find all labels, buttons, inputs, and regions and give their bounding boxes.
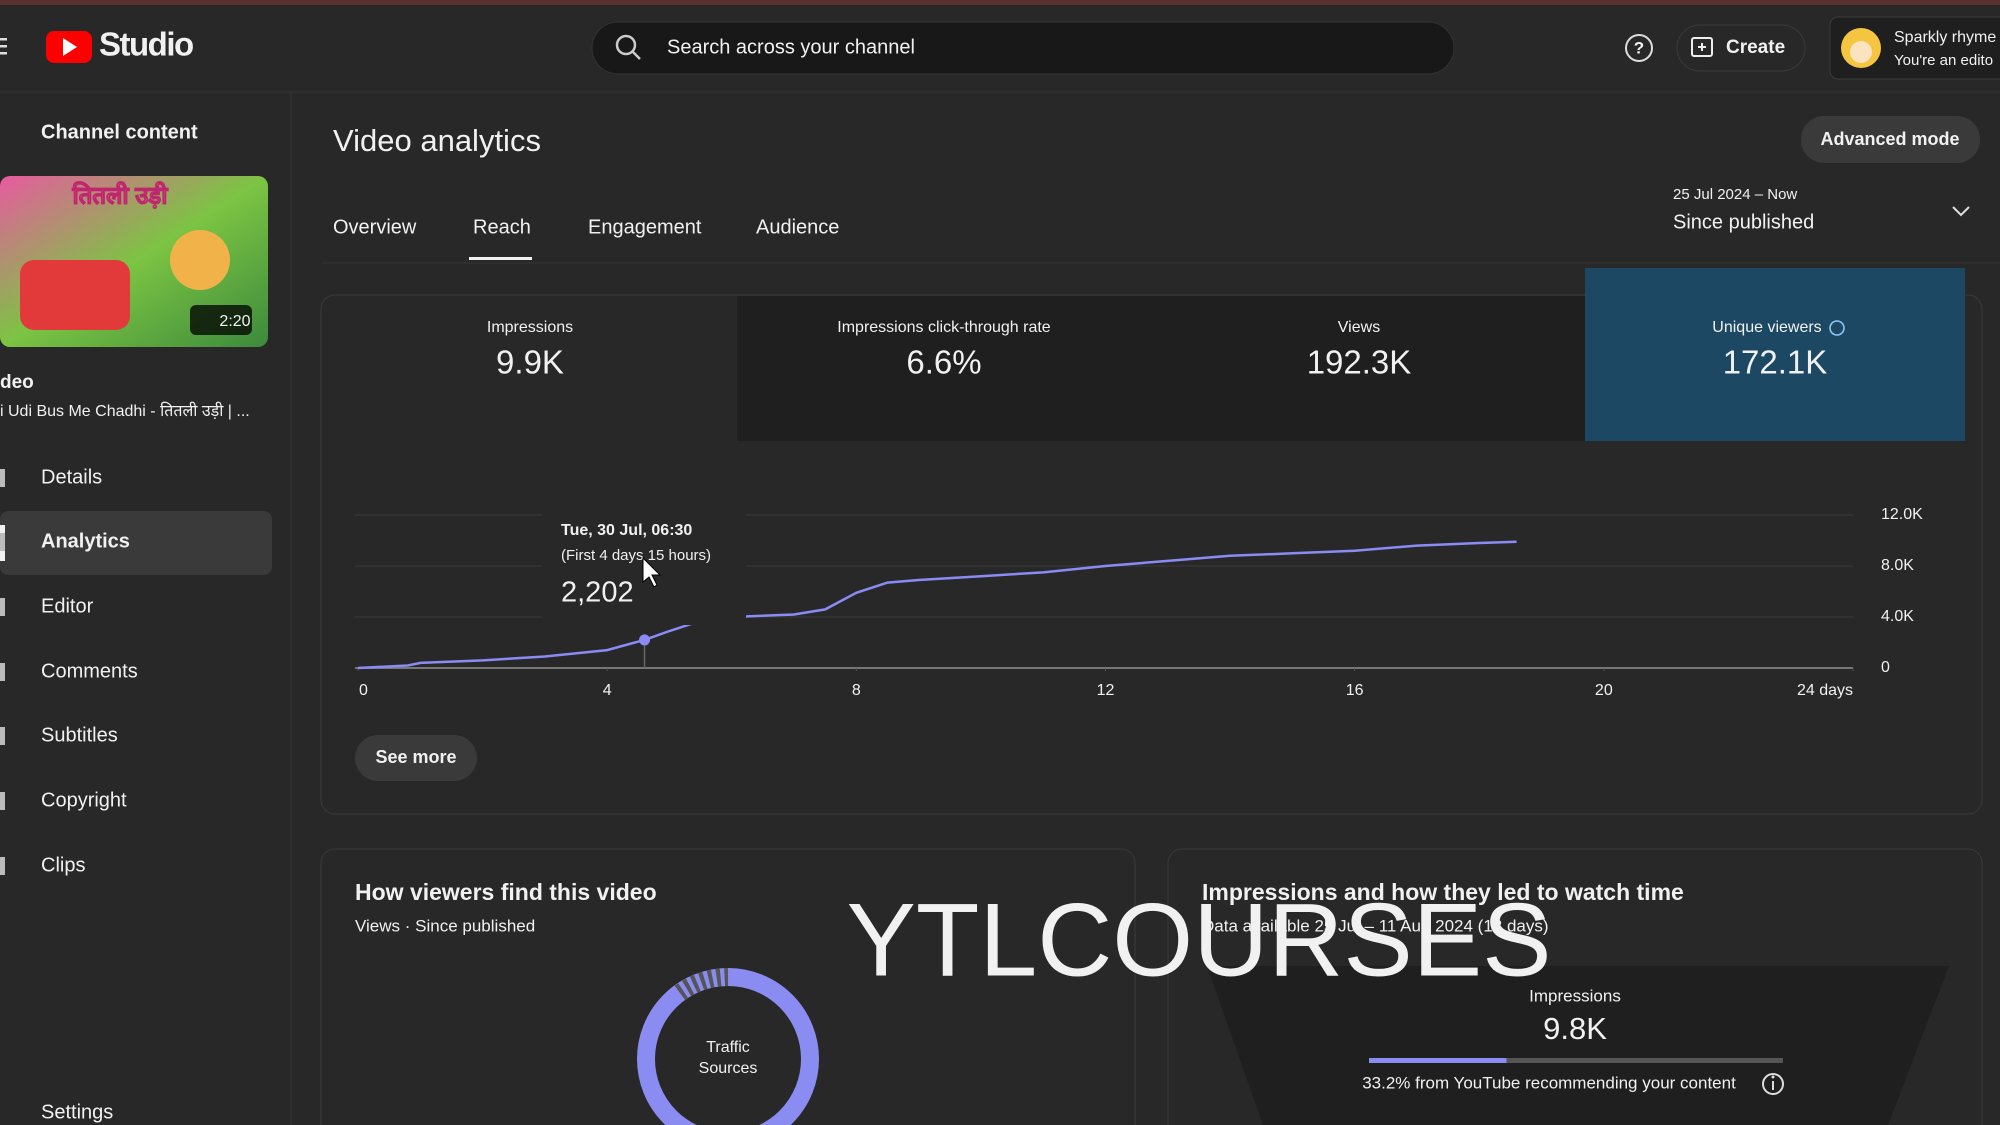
date-range[interactable]: 25 Jul 2024 – Now [1673, 186, 1797, 203]
create-label: Create [1726, 37, 1785, 58]
metric-label: Unique viewers [1712, 319, 1821, 336]
metric-label: Views [1338, 319, 1380, 336]
nav-icon [0, 727, 5, 745]
tab[interactable]: Audience [756, 216, 839, 238]
menu-icon[interactable] [0, 38, 7, 55]
nav-item[interactable]: Analytics [41, 530, 130, 552]
share-bar [1369, 1058, 1507, 1063]
page-title: Video analytics [333, 123, 541, 158]
metric-value: 9.9K [496, 344, 564, 381]
y-tick-label: 8.0K [1881, 557, 1914, 574]
nav-item[interactable]: Details [41, 466, 102, 488]
nav-icon [0, 598, 5, 616]
donut [637, 968, 819, 1125]
tab-underline [469, 257, 532, 260]
advanced-mode-label[interactable]: Advanced mode [1820, 129, 1959, 149]
tooltip-date: Tue, 30 Jul, 06:30 [561, 522, 692, 539]
x-tick-label: 12 [1097, 682, 1115, 699]
nav-icon [0, 469, 5, 487]
cursor [642, 556, 662, 588]
advanced-mode-button[interactable] [1801, 116, 1980, 163]
funnel-label: Impressions [1529, 986, 1621, 1005]
svg-text:?: ? [1634, 38, 1644, 57]
nav-icon [0, 533, 5, 551]
watermark: YTLCOURSES [846, 882, 1551, 998]
nav-item[interactable]: Editor [41, 595, 94, 617]
logo-text[interactable]: Studio [99, 26, 194, 63]
x-tick-label: 8 [852, 682, 861, 699]
nav-icon [0, 792, 5, 810]
x-tick-label: 16 [1346, 682, 1364, 699]
traffic-card [320, 848, 1136, 1125]
thumbnail-text: तितली उड़ी [72, 181, 169, 209]
metric-value: 172.1K [1723, 344, 1828, 381]
x-tick-label: 0 [359, 682, 368, 699]
nav-active-bg [0, 511, 272, 575]
y-tick-label: 12.0K [1881, 506, 1923, 523]
data-line [357, 540, 1517, 670]
tooltip-note: (First 4 days 15 hours) [561, 547, 711, 564]
video-label: deo [0, 372, 34, 393]
metric-tile-bg [1566, 296, 1585, 441]
metric-tile-selected[interactable] [1585, 268, 1965, 441]
metric-label: Impressions [487, 319, 573, 336]
y-tick-label: 4.0K [1881, 608, 1914, 625]
see-more-button[interactable] [355, 735, 477, 781]
video-thumbnail[interactable] [0, 176, 268, 347]
card-title: How viewers find this video [355, 879, 657, 905]
nav-icon [0, 857, 5, 875]
date-label[interactable]: Since published [1673, 211, 1814, 233]
channel-name: Sparkly rhyme [1894, 29, 1996, 46]
search-box[interactable] [591, 21, 1455, 75]
youtube-logo[interactable] [46, 31, 92, 63]
nav-item[interactable]: Subtitles [41, 724, 118, 746]
tab[interactable]: Overview [333, 216, 417, 238]
nav-item[interactable]: Settings [41, 1101, 113, 1123]
search-icon [615, 34, 641, 60]
metric-tile-bg [737, 296, 1152, 441]
sidebar-title: Channel content [41, 121, 198, 143]
help-icon[interactable]: ? [1625, 34, 1653, 62]
create-icon [1691, 37, 1713, 57]
share-label: 33.2% from YouTube recommending your con… [1362, 1073, 1736, 1092]
metric-tile-bg [1152, 296, 1566, 441]
channel-role: You're an edito [1894, 52, 1993, 69]
hover-point [639, 634, 651, 646]
nav-item[interactable]: Clips [41, 854, 85, 876]
share-track [1369, 1058, 1783, 1063]
info-icon[interactable] [1829, 320, 1845, 336]
x-tick-label: 4 [603, 682, 612, 699]
metric-value: 6.6% [906, 344, 981, 381]
nav-item[interactable]: Copyright [41, 789, 127, 811]
tooltip-value: 2,202 [561, 577, 634, 609]
see-more-label[interactable]: See more [375, 747, 456, 767]
donut-label: Sources [699, 1060, 758, 1077]
avatar-face [1850, 41, 1872, 63]
top-strip [0, 0, 2000, 5]
nav-icon [0, 663, 5, 681]
tab[interactable]: Reach [473, 216, 531, 238]
card-subtitle: Data available 25 Jul – 11 Aug 2024 (18 … [1202, 916, 1549, 935]
info-icon[interactable] [1762, 1073, 1784, 1095]
metric-label: Impressions click-through rate [837, 319, 1051, 336]
video-title: i Udi Bus Me Chadhi - तितली उड़ी | ... [0, 401, 250, 420]
funnel-value: 9.8K [1543, 1011, 1607, 1046]
nav-item[interactable]: Comments [41, 660, 138, 682]
x-tick-label: 24 days [1797, 682, 1853, 699]
create-button[interactable] [1676, 24, 1806, 72]
donut-label: Traffic [706, 1039, 750, 1056]
date-chevron[interactable] [1952, 206, 1970, 217]
y-tick-label: 0 [1881, 659, 1890, 676]
search-placeholder: Search across your channel [667, 36, 915, 58]
metric-value: 192.3K [1307, 344, 1412, 381]
x-tick-label: 20 [1595, 682, 1613, 699]
card-subtitle: Views · Since published [355, 916, 535, 935]
card-title: Impressions and how they led to watch ti… [1202, 879, 1684, 905]
video-duration: 2:20 [219, 313, 250, 330]
tab[interactable]: Engagement [588, 216, 702, 238]
